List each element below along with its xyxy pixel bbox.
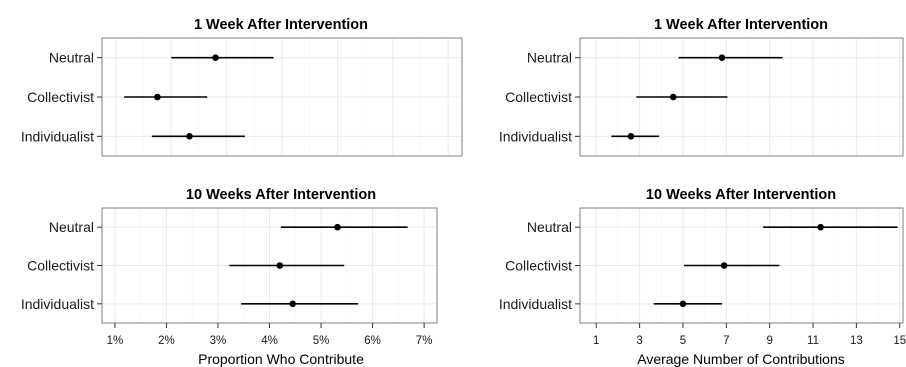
x-tick-label: 1% <box>107 335 124 347</box>
x-tick-label: 7% <box>416 335 433 347</box>
x-axis-title: Proportion Who Contribute <box>198 351 364 367</box>
x-tick-label: 2% <box>158 335 175 347</box>
y-tick-label: Neutral <box>527 219 572 235</box>
y-tick-label: Neutral <box>527 50 572 66</box>
x-tick-label: 13 <box>850 335 863 347</box>
y-tick-label: Neutral <box>49 50 94 66</box>
x-tick-label: 4% <box>261 335 278 347</box>
y-tick-label: Individualist <box>21 296 94 312</box>
panel-2: 1 Week After Intervention Neutral Collecti… <box>499 17 904 157</box>
panel-title: 10 Weeks After Intervention <box>646 187 836 203</box>
x-tick-label: 7 <box>723 335 729 347</box>
panel-title: 1 Week After Intervention <box>654 17 828 33</box>
point-collectivist <box>154 93 161 101</box>
point-individualist <box>679 300 687 308</box>
point-individualist <box>186 133 193 140</box>
y-tick-label: Collectivist <box>27 89 94 105</box>
y-tick-label: Neutral <box>49 219 94 235</box>
x-tick-label: 3 <box>636 335 642 347</box>
point-neutral <box>212 54 219 61</box>
point-collectivist <box>669 93 677 101</box>
x-tick-label: 6% <box>364 335 381 347</box>
point-collectivist <box>720 262 728 269</box>
panel-1: 1 Week After Intervention Neutral Collecti… <box>21 17 463 157</box>
panel-3: 10 Weeks After Intervention Neutral Collec… <box>21 187 438 367</box>
x-tick-label: 5% <box>313 335 330 347</box>
x-tick-label: 11 <box>807 335 819 347</box>
x-tick-label: 5 <box>680 335 686 347</box>
x-tick-label: 9 <box>766 335 772 347</box>
panel-title: 1 Week After Intervention <box>194 17 368 33</box>
y-tick-label: Collectivist <box>27 258 94 274</box>
point-individualist <box>627 133 635 140</box>
y-tick-label: Collectivist <box>505 89 572 105</box>
x-tick-label: 15 <box>893 335 906 347</box>
point-neutral <box>817 223 824 231</box>
y-tick-label: Individualist <box>499 296 572 312</box>
panel-4: 10 Weeks After Intervention Neutral Collec… <box>499 187 906 367</box>
y-tick-label: Collectivist <box>505 258 572 274</box>
y-tick-label: Individualist <box>499 128 572 144</box>
point-individualist <box>289 300 296 308</box>
x-tick-label: 3% <box>210 335 227 347</box>
panel-title: 10 Weeks After Intervention <box>186 187 376 203</box>
y-tick-label: Individualist <box>21 128 94 144</box>
x-axis-title: Average Number of Contributions <box>637 351 845 367</box>
point-neutral <box>718 54 726 61</box>
x-tick-label: 1 <box>593 335 599 347</box>
point-neutral <box>334 223 341 231</box>
point-collectivist <box>276 262 284 269</box>
